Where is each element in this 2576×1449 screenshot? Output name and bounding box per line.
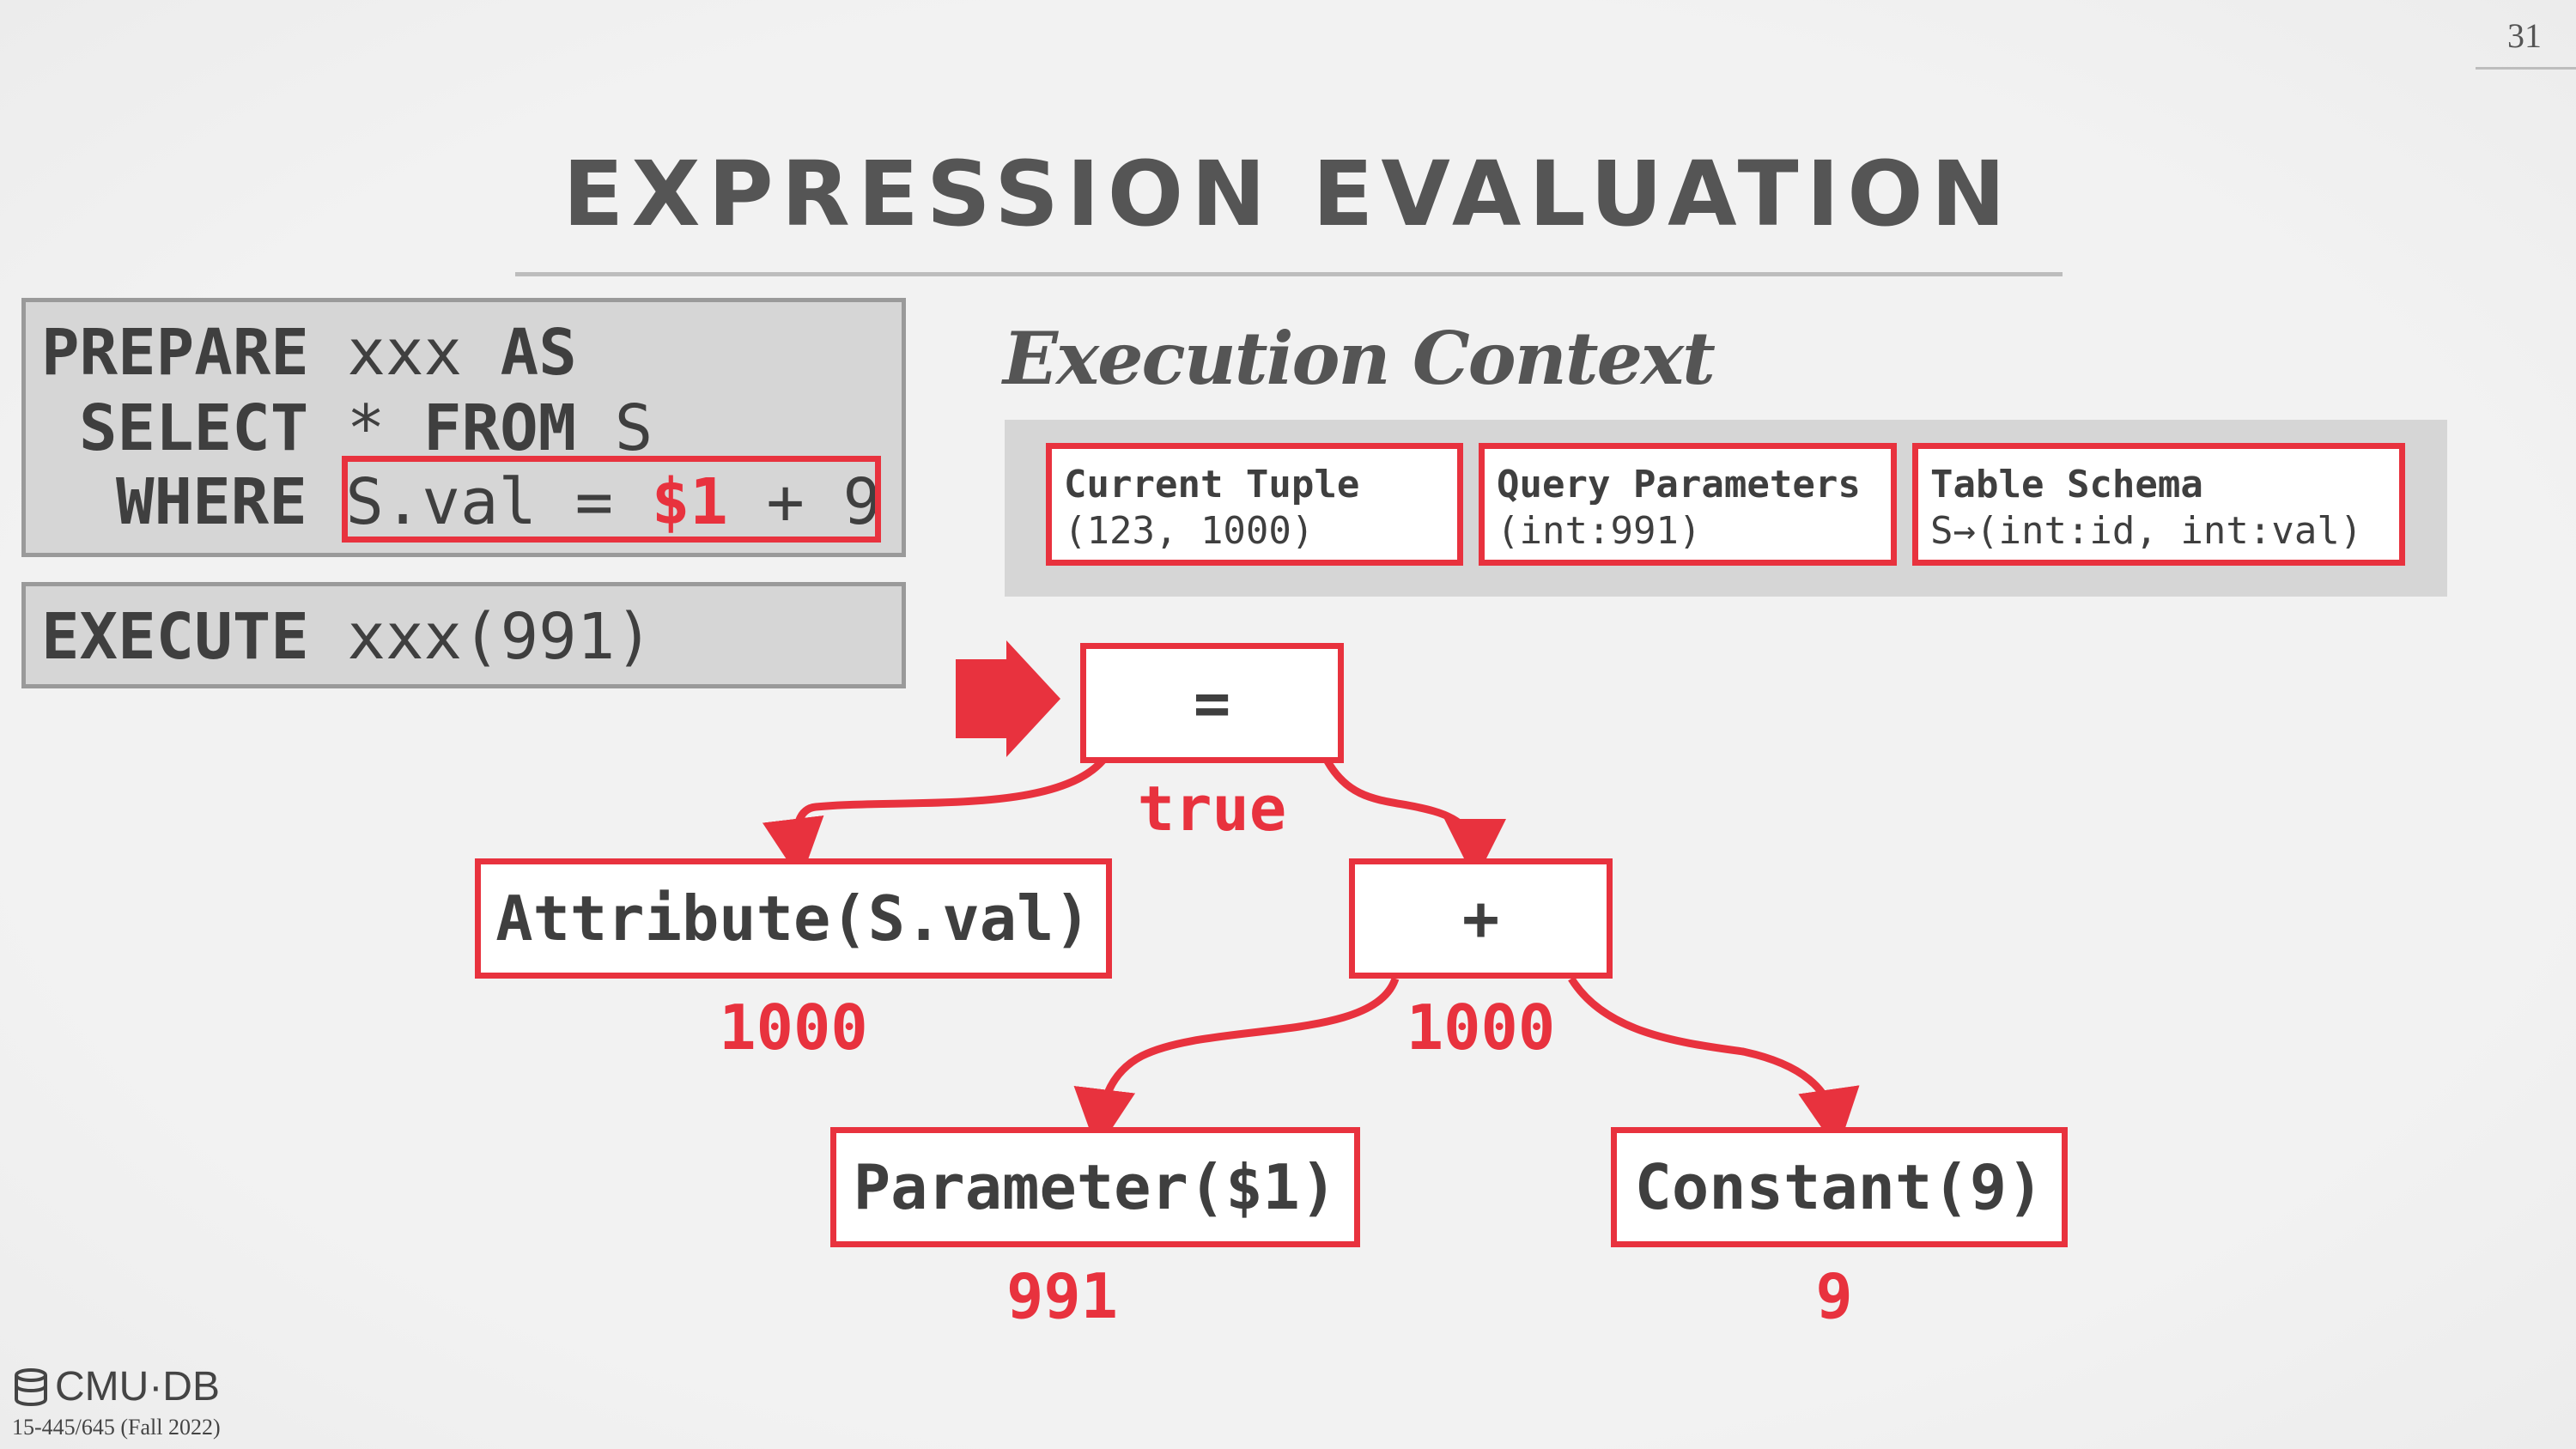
edge-plus-to-parameter [1073,977,1400,1151]
equals-result: true [1137,773,1287,845]
edge-plus-to-constant [1568,976,1860,1151]
from-keyword: FROM [422,391,577,465]
execution-context-title: Execution Context [1003,316,1716,401]
where-line: WHERE S.val = $1 + 9 [116,470,881,534]
attribute-result: 1000 [719,991,868,1064]
equals-node: = [1080,643,1344,763]
prepare-keyword: PREPARE [41,316,309,390]
execute-line: EXECUTE xxx(991) [41,605,653,669]
plus-result: 1000 [1406,991,1556,1064]
execute-keyword: EXECUTE [41,600,309,674]
title-underline [515,272,2063,276]
execute-statement-box: EXECUTE xxx(991) [21,582,906,688]
constant-node: Constant(9) [1611,1127,2068,1247]
logo-text: CMU·DB [55,1364,220,1410]
current-tuple-label: Current Tuple [1064,463,1360,506]
select-line: SELECT * FROM S [79,397,653,460]
query-parameters-label: Query Parameters [1497,463,1861,506]
where-tail: + 9 [727,465,882,539]
edge-root-to-plus [1323,757,1506,881]
where-predicate: S.val = [307,465,652,539]
plus-node: + [1349,858,1613,979]
parameter-node: Parameter($1) [830,1127,1360,1247]
table-name: S [576,391,653,465]
parameter-result: 991 [1005,1260,1119,1332]
current-tuple-value: (123, 1000) [1064,509,1315,553]
prepare-statement-box: PREPARE xxx AS SELECT * FROM S WHERE S.v… [21,298,906,557]
select-star: * [308,391,423,465]
as-keyword: AS [500,316,577,390]
cmu-db-logo: CMU·DB [12,1363,220,1410]
current-tuple-card: Current Tuple (123, 1000) [1046,443,1463,566]
page-number: 31 [2507,16,2542,55]
parameter-placeholder: $1 [651,465,728,539]
course-label: 15-445/645 (Fall 2022) [12,1415,221,1440]
database-icon [15,1367,47,1406]
current-node-pointer-arrow [956,640,1060,757]
statement-name: xxx [308,316,501,390]
page-number-rule [2476,67,2576,70]
where-highlight-box [342,456,881,543]
table-schema-card: Table Schema S→(int:id, int:val) [1912,443,2405,566]
table-schema-value: S→(int:id, int:val) [1930,509,2363,553]
table-schema-label: Table Schema [1930,463,2203,506]
select-keyword: SELECT [79,391,309,465]
prepare-line: PREPARE xxx AS [41,321,577,385]
edge-root-to-attribute [762,757,1107,881]
query-parameters-card: Query Parameters (int:991) [1479,443,1897,566]
constant-result: 9 [1815,1260,1853,1332]
query-parameters-value: (int:991) [1497,509,1702,553]
attribute-node: Attribute(S.val) [475,858,1112,979]
where-keyword: WHERE [116,465,307,539]
slide-title: EXPRESSION EVALUATION [562,142,2014,246]
execute-call: xxx(991) [308,600,653,674]
